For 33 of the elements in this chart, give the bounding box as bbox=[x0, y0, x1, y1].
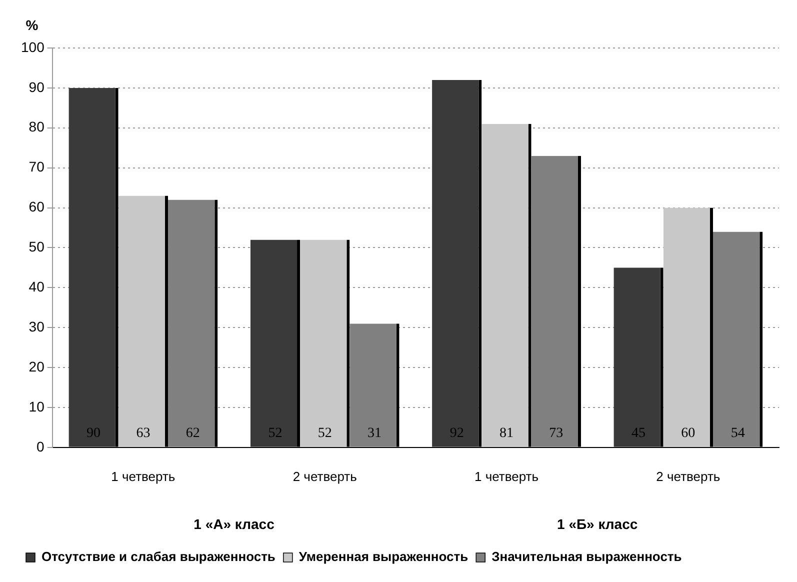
data-label: 63 bbox=[136, 426, 150, 442]
data-label: 54 bbox=[730, 426, 745, 442]
data-label: 62 bbox=[186, 426, 200, 442]
y-tick-label: 100 bbox=[21, 38, 45, 55]
legend-label: Значительная выраженность bbox=[492, 549, 682, 564]
y-tick-label: 50 bbox=[28, 238, 45, 255]
y-tick-label: 10 bbox=[28, 398, 45, 414]
x-tick-label: 2 четверть bbox=[292, 468, 358, 484]
data-label: 90 bbox=[86, 426, 101, 442]
data-label: 81 bbox=[500, 426, 514, 442]
y-tick-label: 40 bbox=[28, 278, 45, 294]
x-tick-label: 1 четверть bbox=[111, 468, 176, 484]
y-axis-title: % bbox=[26, 16, 39, 33]
y-tick-label: 0 bbox=[36, 438, 45, 454]
data-label: 92 bbox=[450, 426, 464, 442]
data-label: 60 bbox=[681, 426, 696, 442]
y-tick-label: 70 bbox=[28, 158, 45, 175]
text: 1 «Б» класс bbox=[557, 516, 638, 532]
x-tick-label: 2 четверть bbox=[656, 468, 720, 484]
data-label: 52 bbox=[318, 426, 332, 442]
y-tick-label: 20 bbox=[28, 358, 45, 374]
data-label: 31 bbox=[368, 426, 382, 442]
y-tick-label: 60 bbox=[28, 198, 45, 215]
text: 1 «А» класс bbox=[194, 516, 275, 532]
y-tick-label: 90 bbox=[28, 78, 45, 95]
y-tick-label: 30 bbox=[28, 318, 45, 334]
legend-label: Умеренная выраженность bbox=[298, 549, 468, 564]
data-label: 45 bbox=[632, 426, 646, 442]
data-label: 52 bbox=[268, 426, 282, 442]
data-label: 73 bbox=[549, 426, 564, 442]
legend-label: Отсутствие и слабая выраженность bbox=[42, 549, 276, 564]
x-tick-label: 1 четверть bbox=[474, 468, 539, 484]
y-tick-label: 80 bbox=[28, 118, 45, 135]
